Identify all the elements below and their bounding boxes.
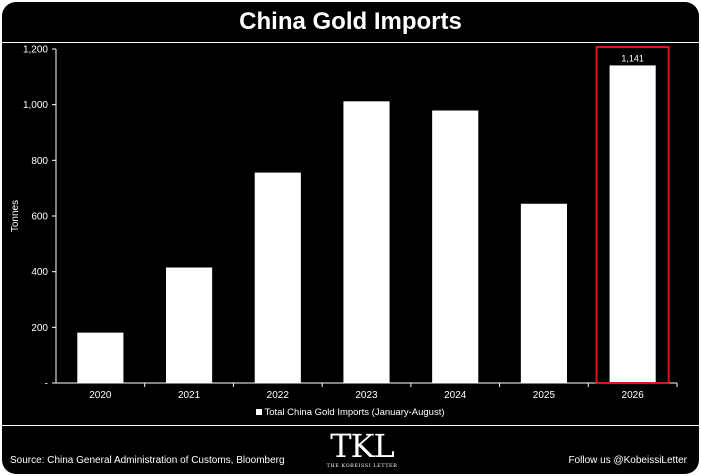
bar-2023 — [343, 101, 390, 384]
y-tick-label: 800 — [31, 156, 48, 167]
bar-chart: - 200 400 600 800 1,000 1,200 Tonnes 2020 2021 202… — [10, 45, 678, 401]
logo-subtext: THE KOBEISSI LETTER — [326, 463, 398, 469]
bar-2024 — [432, 110, 479, 384]
follow-handle: Follow us @KobeissiLetter — [568, 455, 687, 466]
x-tick-label: 2025 — [533, 390, 556, 401]
source-note: Source: China General Administration of … — [10, 455, 285, 466]
bar-2020 — [77, 332, 124, 383]
y-tick-label: 600 — [31, 212, 48, 223]
data-label-2026: 1,141 — [621, 53, 644, 63]
y-tick-label: 400 — [31, 267, 48, 278]
legend-label: Total China Gold Imports (January-August… — [264, 407, 445, 418]
x-tick-label: 2021 — [178, 390, 201, 401]
y-tick-label: 200 — [31, 323, 48, 334]
chart-title: China Gold Imports — [239, 8, 462, 35]
y-axis-label: Tonnes — [10, 200, 21, 232]
x-tick-label: 2023 — [355, 390, 378, 401]
footer-divider — [2, 425, 699, 426]
x-tick-label: 2024 — [444, 390, 467, 401]
x-tick-label: 2026 — [622, 390, 645, 401]
highlight-box-2026 — [595, 46, 670, 384]
bar-2025 — [520, 203, 567, 383]
bar-2026 — [609, 65, 656, 383]
x-tick-label: 2020 — [89, 390, 112, 401]
y-tick-label: 1,200 — [23, 45, 48, 56]
kobeissi-logo: TKL THE KOBEISSI LETTER — [312, 429, 412, 471]
bar-2022 — [254, 172, 301, 383]
y-tick-label: 1,000 — [23, 100, 48, 111]
y-tick-label: - — [45, 379, 48, 390]
logo-mark: TKL — [330, 427, 395, 465]
legend: Total China Gold Imports (January-August… — [2, 407, 699, 418]
legend-swatch — [256, 409, 263, 415]
bar-2021 — [166, 267, 213, 383]
x-tick-label: 2022 — [267, 390, 290, 401]
title-divider — [2, 42, 699, 43]
